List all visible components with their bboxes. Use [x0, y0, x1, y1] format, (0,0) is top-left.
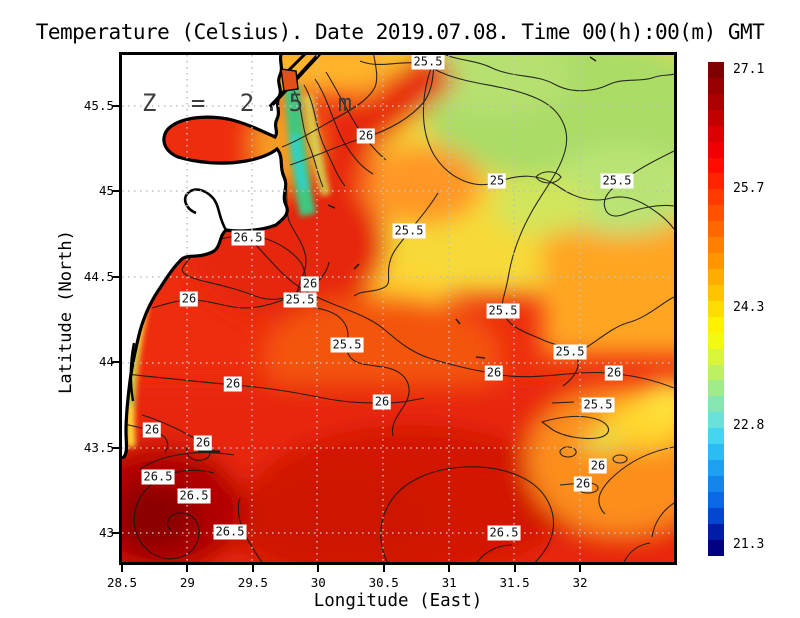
- colorbar-step: [708, 157, 724, 174]
- colorbar-step: [708, 507, 724, 524]
- contour-label: 25: [487, 173, 507, 189]
- contour-label: 26.5: [231, 230, 265, 246]
- colorbar-step: [708, 348, 724, 365]
- x-tick-label: 32: [572, 575, 588, 590]
- contour-label: 25.5: [283, 292, 317, 308]
- colorbar-step: [708, 221, 724, 238]
- x-tick-mark: [121, 565, 123, 572]
- colorbar-step: [708, 412, 724, 429]
- y-tick-mark: [112, 190, 119, 193]
- colorbar-step: [708, 300, 724, 317]
- x-tick-mark: [579, 565, 581, 572]
- colorbar-step: [708, 460, 724, 476]
- colorbar-step: [708, 125, 724, 142]
- y-tick-label: 45.5: [83, 98, 114, 113]
- y-tick-mark: [112, 275, 119, 278]
- contour-label: 25.5: [330, 337, 364, 353]
- colorbar-step: [708, 173, 724, 190]
- x-tick-mark: [448, 565, 451, 572]
- colorbar-tick-label: 22.8: [733, 418, 765, 434]
- contour-label: 26.5: [141, 469, 175, 485]
- colorbar-step: [708, 316, 724, 333]
- colorbar: [708, 62, 724, 556]
- contour-label: 25.5: [392, 223, 426, 239]
- colorbar-step: [708, 523, 724, 540]
- contour-label: 26: [573, 476, 593, 492]
- contour-label: 26.5: [177, 488, 211, 504]
- x-tick-label: 29.5: [237, 575, 268, 590]
- y-tick-label: 44: [98, 354, 114, 370]
- land-mass: [122, 55, 322, 460]
- contour-label: 26.5: [213, 524, 247, 540]
- contour-label: 26: [179, 291, 199, 307]
- colorbar-step: [708, 77, 724, 94]
- colorbar-step: [708, 380, 724, 397]
- contour-label: 25.5: [600, 173, 634, 189]
- contour-label: 26: [142, 422, 162, 438]
- colorbar-tick-label: 27.1: [733, 62, 765, 77]
- colorbar-step: [708, 475, 724, 492]
- contour-label: 26: [372, 394, 392, 410]
- y-axis-title: Latitude (North): [56, 230, 76, 394]
- colorbar-step: [708, 141, 724, 158]
- x-tick-label: 30.5: [368, 575, 399, 590]
- colorbar-step: [708, 253, 724, 269]
- y-tick-label: 45: [98, 183, 114, 199]
- colorbar-step: [708, 189, 724, 206]
- x-tick-mark: [317, 565, 320, 572]
- y-tick-mark: [112, 446, 119, 449]
- y-tick-mark: [112, 105, 119, 107]
- colorbar-step: [708, 237, 724, 254]
- contour-label: 26: [356, 128, 376, 144]
- contour-label: 26: [588, 458, 608, 474]
- colorbar-step: [708, 539, 724, 556]
- contour-label: 25.5: [411, 55, 445, 70]
- plot-frame: [119, 52, 677, 565]
- y-tick-mark: [112, 532, 119, 534]
- colorbar-step: [708, 62, 724, 78]
- map-plot: Z = 2.5 m 25.5 26 25 25.5 26.5 25.5 26 25.5 26 25…: [122, 55, 674, 562]
- x-tick-mark: [513, 565, 516, 572]
- x-tick-label: 30: [310, 575, 326, 590]
- colorbar-step: [708, 364, 724, 381]
- contour-label: 26: [193, 435, 213, 451]
- colorbar-tick-label: 24.3: [733, 299, 765, 315]
- colorbar-step: [708, 491, 724, 508]
- contour-label: 26: [223, 376, 243, 392]
- x-tick-mark: [382, 565, 385, 572]
- colorbar-step: [708, 268, 724, 285]
- x-tick-mark: [186, 565, 189, 572]
- y-tick-mark: [112, 361, 119, 364]
- contour-label: 26: [604, 365, 624, 381]
- contour-label: 26: [484, 365, 504, 381]
- colorbar-step: [708, 428, 724, 445]
- x-tick-label: 29: [179, 575, 195, 590]
- colorbar-step: [708, 109, 724, 126]
- contour-label: 25.5: [486, 303, 520, 319]
- colorbar-step: [708, 93, 724, 110]
- x-tick-mark: [251, 565, 254, 572]
- colorbar-step: [708, 205, 724, 222]
- colorbar-step: [708, 444, 724, 461]
- contour-label: 26.5: [487, 525, 521, 541]
- y-tick-label: 43.5: [83, 439, 114, 455]
- x-axis-title: Longitude (East): [313, 591, 483, 611]
- y-tick-label: 44.5: [83, 268, 114, 284]
- grid-lines: [122, 55, 674, 562]
- y-tick-label: 43: [98, 525, 114, 540]
- x-tick-label: 28.5: [106, 575, 138, 590]
- contour-label: 25.5: [553, 344, 587, 360]
- figure-title: Temperature (Celsius). Date 2019.07.08. …: [35, 20, 765, 44]
- colorbar-tick-label: 25.7: [733, 180, 765, 196]
- contour-label: 26: [300, 276, 320, 292]
- colorbar-step: [708, 396, 724, 413]
- x-tick-label: 31.5: [499, 575, 530, 590]
- colorbar-step: [708, 284, 724, 301]
- colorbar-step: [708, 332, 724, 349]
- colorbar-tick-label: 21.3: [733, 537, 765, 552]
- x-tick-label: 31: [441, 575, 457, 590]
- contour-label: 25.5: [581, 397, 615, 413]
- depth-annotation: Z = 2.5 m: [142, 89, 363, 117]
